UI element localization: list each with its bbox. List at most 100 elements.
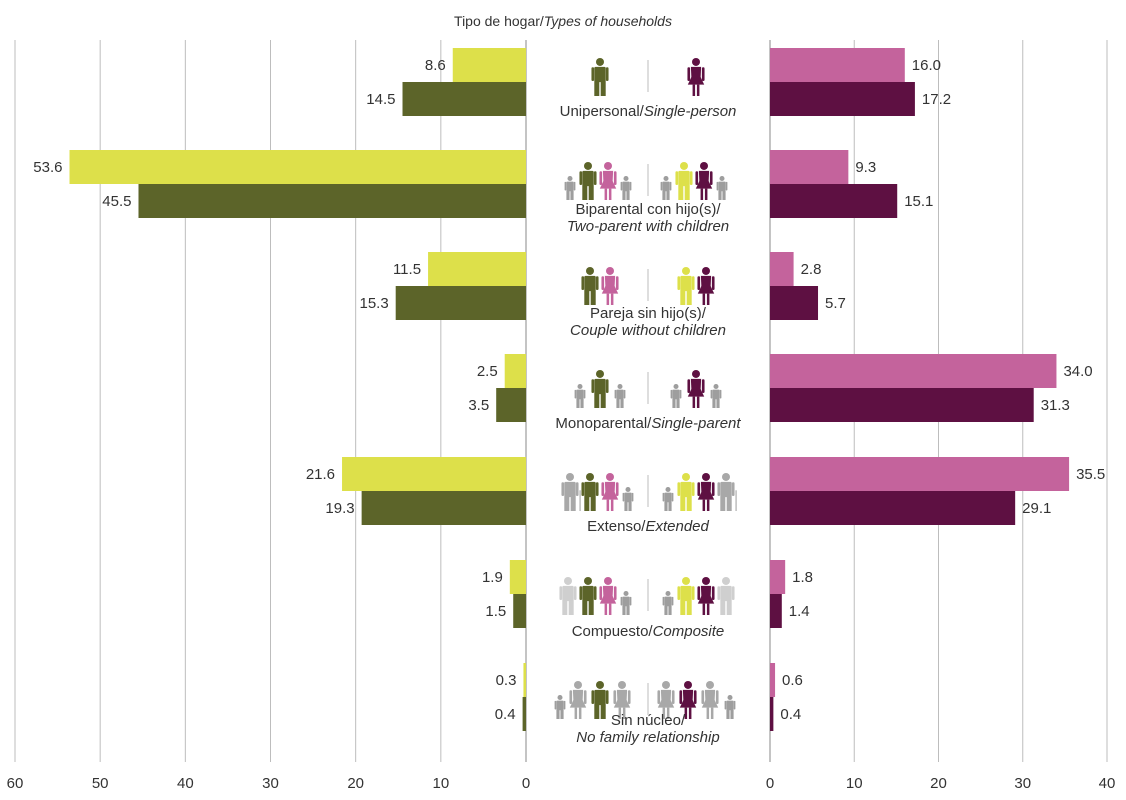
category-label-en: Two-parent with children	[567, 218, 729, 235]
man-icon	[579, 577, 597, 615]
woman-icon	[601, 473, 619, 511]
man-icon	[677, 267, 695, 305]
left-data-label: 2.5	[477, 363, 498, 380]
child-icon	[724, 695, 736, 719]
woman-icon	[599, 577, 617, 615]
man-icon	[591, 370, 609, 408]
left-data-label: 0.3	[496, 672, 517, 689]
left-bar-olive	[138, 184, 526, 218]
woman-icon	[569, 681, 587, 719]
left-bar-yellow	[69, 150, 527, 184]
right-bar-pink	[770, 560, 786, 594]
left-bar-yellow	[523, 663, 526, 697]
category-label: Monoparental/Single-parent	[555, 415, 741, 432]
man-icon	[675, 162, 693, 200]
woman-icon	[697, 473, 715, 511]
category-layer: Unipersonal/Single-person Biparental con …	[555, 103, 741, 746]
chart-title-main: Tipo de hogar/	[454, 13, 544, 29]
man-icon	[591, 681, 609, 719]
woman-icon	[601, 267, 619, 305]
right-data-label: 5.7	[825, 295, 846, 312]
woman-icon	[697, 267, 715, 305]
right-data-label: 0.4	[780, 706, 801, 723]
child-icon	[614, 384, 626, 408]
child-icon	[620, 176, 632, 200]
man-icon	[677, 577, 695, 615]
right-data-label: 9.3	[855, 159, 876, 176]
right-bar-pink	[770, 150, 849, 184]
left-data-label: 3.5	[468, 397, 489, 414]
child-icon	[660, 176, 672, 200]
man-icon	[717, 577, 735, 615]
left-data-label: 15.3	[359, 295, 388, 312]
icons-layer	[554, 58, 737, 719]
household-pictogram	[564, 162, 728, 200]
right-bar-pink	[770, 354, 1057, 388]
right-bar-plum	[770, 697, 774, 731]
left-tick-label: 30	[262, 775, 279, 792]
right-bar-plum	[770, 594, 782, 628]
household-pictogram	[581, 267, 715, 305]
man-icon	[677, 473, 695, 511]
right-tick-label: 0	[766, 775, 774, 792]
right-data-label: 29.1	[1022, 500, 1051, 517]
child-icon	[662, 487, 674, 511]
household-pictogram	[561, 473, 737, 511]
left-bar-olive	[496, 388, 526, 422]
chart-title-italic: Types of households	[544, 13, 672, 29]
household-pictogram	[574, 370, 722, 408]
left-bar-olive	[513, 594, 526, 628]
child-icon	[662, 591, 674, 615]
right-data-label: 15.1	[904, 193, 933, 210]
woman-icon	[599, 162, 617, 200]
child-icon	[670, 384, 682, 408]
household-pictogram	[591, 58, 705, 96]
right-data-label: 0.6	[782, 672, 803, 689]
right-tick-label: 20	[930, 775, 947, 792]
right-bar-pink	[770, 48, 905, 82]
left-bar-yellow	[342, 457, 526, 491]
bars-layer	[69, 48, 1070, 731]
child-icon	[554, 695, 566, 719]
man-icon	[591, 58, 609, 96]
left-tick-label: 0	[522, 775, 530, 792]
child-icon	[574, 384, 586, 408]
left-bar-yellow	[428, 252, 526, 286]
right-data-label: 16.0	[912, 57, 941, 74]
man-icon	[581, 267, 599, 305]
left-bar-yellow	[509, 560, 526, 594]
left-data-label: 0.4	[495, 706, 516, 723]
right-bar-plum	[770, 491, 1016, 525]
left-data-label: 8.6	[425, 57, 446, 74]
left-data-label: 11.5	[393, 261, 421, 278]
right-bar-plum	[770, 82, 915, 116]
left-data-label: 1.9	[482, 569, 503, 586]
ticks-layer: 0 10 20 30 40 50 60 0 10 20 30 40	[7, 775, 1116, 792]
left-data-label: 19.3	[325, 500, 354, 517]
right-tick-label: 30	[1014, 775, 1031, 792]
category-label-es: Sin núcleo/	[611, 712, 686, 729]
left-tick-label: 40	[177, 775, 194, 792]
child-icon	[622, 487, 634, 511]
household-pictogram	[559, 577, 735, 615]
woman-icon	[687, 370, 705, 408]
right-data-label: 34.0	[1063, 363, 1092, 380]
right-bar-pink	[770, 252, 794, 286]
category-label-en: Couple without children	[570, 322, 726, 339]
woman-icon	[613, 681, 631, 719]
man-icon	[559, 577, 577, 615]
woman-icon	[687, 58, 705, 96]
man-icon	[579, 162, 597, 200]
left-bar-yellow	[452, 48, 526, 82]
left-tick-label: 50	[92, 775, 109, 792]
household-pictogram	[554, 681, 736, 719]
woman-icon	[695, 162, 713, 200]
left-data-label: 53.6	[33, 159, 62, 176]
child-icon	[564, 176, 576, 200]
woman-icon	[657, 681, 675, 719]
right-data-label: 2.8	[801, 261, 822, 278]
left-bar-yellow	[504, 354, 526, 388]
elder-icon	[561, 473, 581, 511]
right-bar-plum	[770, 286, 819, 320]
